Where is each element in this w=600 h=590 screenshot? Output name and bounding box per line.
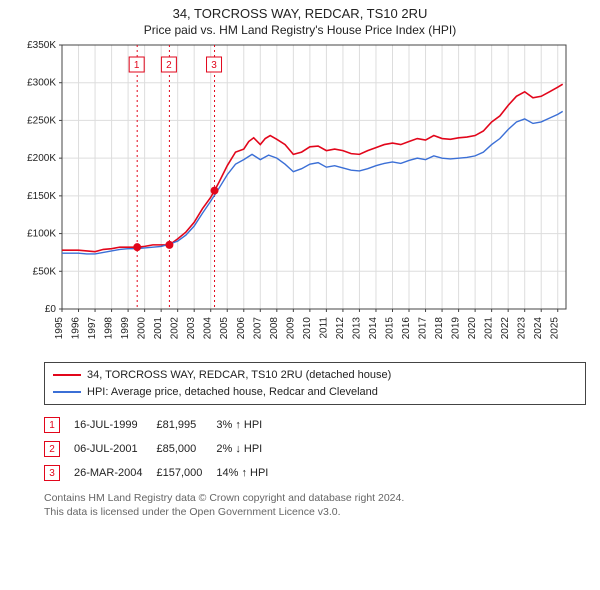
svg-text:1998: 1998 (104, 317, 115, 340)
svg-text:2024: 2024 (533, 317, 544, 340)
chart-svg: £0 £50K £100K £150K £200K £250K £300K £350K 1995… (14, 37, 574, 357)
svg-text:2016: 2016 (401, 317, 412, 340)
svg-text:£250K: £250K (27, 115, 56, 126)
svg-text:2: 2 (166, 60, 172, 71)
svg-text:2017: 2017 (418, 317, 429, 340)
events-table: 1 16-JUL-1999£81,9953% ↑ HPI 2 06-JUL-2001£… (44, 413, 282, 485)
legend-item: HPI: Average price, detached house, Redc… (53, 384, 577, 401)
legend-label: 34, TORCROSS WAY, REDCAR, TS10 2RU (deta… (87, 369, 391, 381)
event-dot-1 (133, 243, 141, 251)
event-price: £85,000 (156, 437, 216, 461)
chart-container: £0 £50K £100K £150K £200K £250K £300K £350K 1995… (14, 37, 586, 362)
svg-text:1999: 1999 (120, 317, 131, 340)
svg-text:2000: 2000 (137, 317, 148, 340)
event-price: £157,000 (156, 461, 216, 485)
svg-text:2013: 2013 (351, 317, 362, 340)
arrow-icon: ↑ (235, 419, 241, 431)
svg-text:£50K: £50K (33, 266, 57, 277)
svg-text:£200K: £200K (27, 153, 56, 164)
svg-text:£300K: £300K (27, 78, 56, 89)
svg-text:2020: 2020 (467, 317, 478, 340)
event-row: 2 06-JUL-2001£85,0002% ↓ HPI (44, 437, 282, 461)
title-line-1: 34, TORCROSS WAY, REDCAR, TS10 2RU (14, 6, 586, 21)
event-date: 26-MAR-2004 (74, 461, 156, 485)
svg-text:£350K: £350K (27, 40, 56, 51)
license-text: Contains HM Land Registry data © Crown c… (44, 491, 586, 519)
arrow-icon: ↓ (235, 443, 241, 455)
svg-text:2018: 2018 (434, 317, 445, 340)
svg-text:2015: 2015 (384, 317, 395, 340)
svg-text:2008: 2008 (269, 317, 280, 340)
event-row: 3 26-MAR-2004£157,00014% ↑ HPI (44, 461, 282, 485)
svg-text:2019: 2019 (451, 317, 462, 340)
event-num-box: 3 (44, 465, 60, 481)
event-price: £81,995 (156, 413, 216, 437)
svg-text:2014: 2014 (368, 317, 379, 340)
svg-text:3: 3 (211, 60, 217, 71)
event-dot-2 (165, 241, 173, 249)
event-pct: 3% ↑ HPI (216, 413, 282, 437)
svg-text:£0: £0 (45, 304, 57, 315)
svg-text:1995: 1995 (54, 317, 65, 340)
legend-swatch (53, 374, 81, 376)
svg-text:2025: 2025 (550, 317, 561, 340)
event-num-box: 2 (44, 441, 60, 457)
svg-text:2006: 2006 (236, 317, 247, 340)
event-date: 16-JUL-1999 (74, 413, 156, 437)
svg-text:2011: 2011 (318, 317, 329, 339)
event-dot-3 (211, 187, 219, 195)
event-date: 06-JUL-2001 (74, 437, 156, 461)
event-pct: 2% ↓ HPI (216, 437, 282, 461)
legend-swatch (53, 391, 81, 393)
legend-item: 34, TORCROSS WAY, REDCAR, TS10 2RU (deta… (53, 367, 577, 384)
svg-text:1: 1 (134, 60, 140, 71)
svg-text:1996: 1996 (71, 317, 82, 340)
svg-text:2022: 2022 (500, 317, 511, 340)
svg-text:2021: 2021 (484, 317, 495, 340)
svg-text:2003: 2003 (186, 317, 197, 340)
arrow-icon: ↑ (241, 467, 247, 479)
svg-text:2001: 2001 (153, 317, 164, 340)
svg-text:2010: 2010 (302, 317, 313, 340)
license-line-1: Contains HM Land Registry data © Crown c… (44, 492, 404, 504)
svg-text:2004: 2004 (203, 317, 214, 340)
license-line-2: This data is licensed under the Open Gov… (44, 506, 341, 518)
svg-text:2002: 2002 (170, 317, 181, 340)
svg-text:2012: 2012 (335, 317, 346, 340)
svg-text:2023: 2023 (517, 317, 528, 340)
svg-text:2009: 2009 (285, 317, 296, 340)
svg-text:2007: 2007 (252, 317, 263, 340)
event-pct: 14% ↑ HPI (216, 461, 282, 485)
svg-text:£100K: £100K (27, 229, 56, 240)
event-num-box: 1 (44, 417, 60, 433)
legend: 34, TORCROSS WAY, REDCAR, TS10 2RU (deta… (44, 362, 586, 405)
title-line-2: Price paid vs. HM Land Registry's House … (14, 23, 586, 37)
legend-label: HPI: Average price, detached house, Redc… (87, 386, 378, 398)
svg-text:£150K: £150K (27, 191, 56, 202)
svg-text:1997: 1997 (87, 317, 98, 340)
svg-text:2005: 2005 (219, 317, 230, 340)
event-row: 1 16-JUL-1999£81,9953% ↑ HPI (44, 413, 282, 437)
